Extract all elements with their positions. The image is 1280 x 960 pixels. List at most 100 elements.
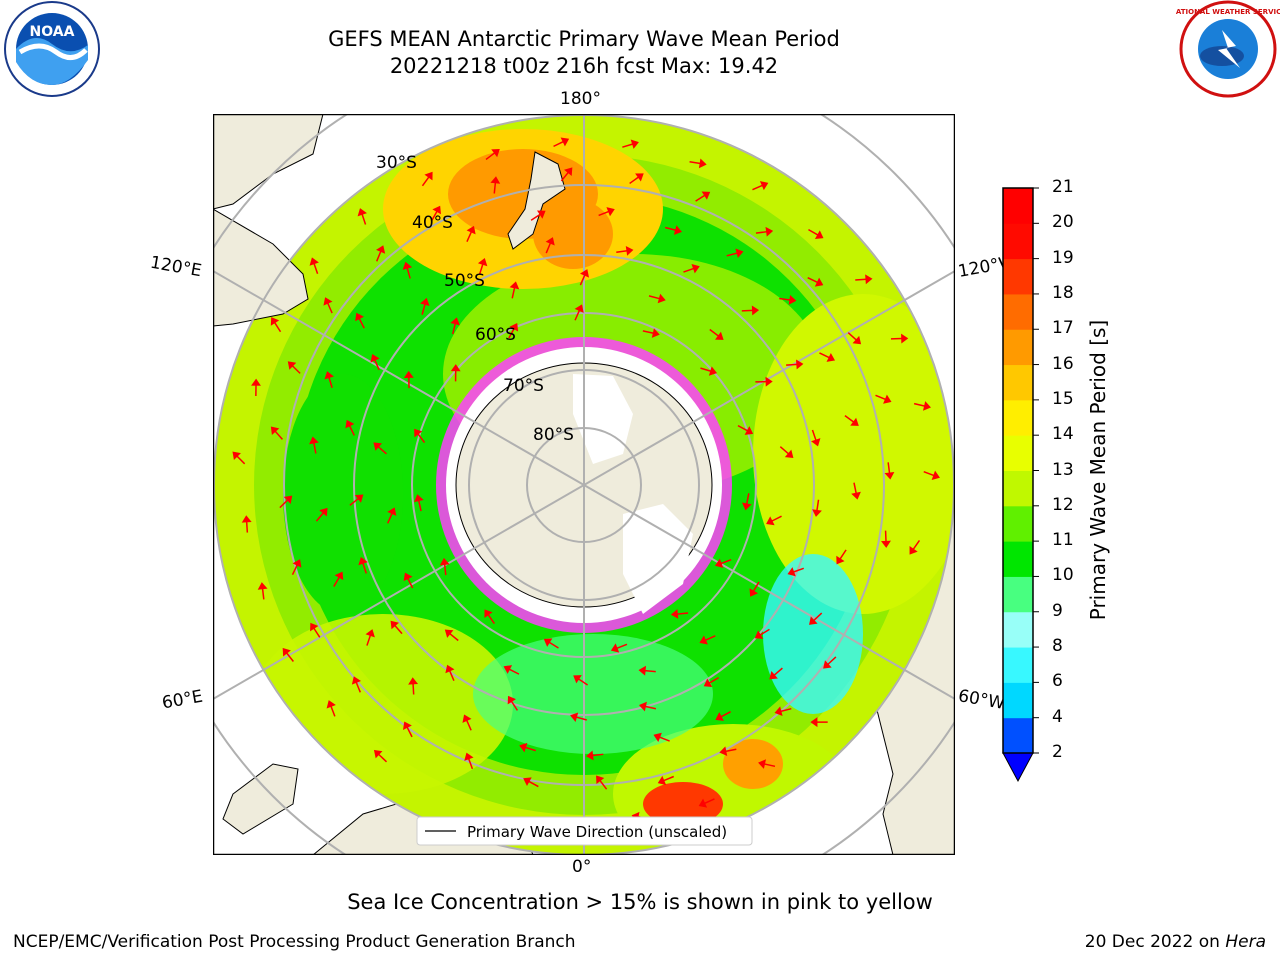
wave-direction-arrowhead [270,317,280,326]
map-subtitle: 20221218 t00z 216h fcst Max: 19.42 [389,54,779,78]
wave-direction-arrow [493,182,497,194]
wave-direction-arrow [361,213,367,225]
wave-direction-arrowhead [774,706,783,716]
wave-direction-arrow [560,171,569,182]
wave-direction-arrowhead [573,675,582,684]
land-australia [213,208,309,327]
wave-direction-arrow [745,493,750,505]
wave-direction-arrowhead [283,495,293,505]
wave-direction-arrowhead [749,588,759,597]
wave-direction-arrow [510,700,519,711]
land-new-zealand [507,151,566,250]
map-legend: Primary Wave Direction (unscaled) [416,816,753,846]
wave-direction-arrowhead [754,630,764,639]
wave-direction-arrowhead [387,507,397,516]
wave-direction-arrowhead [414,494,424,503]
wave-direction-arrow [819,352,830,359]
wave-direction-arrow [245,521,249,533]
wave-direction-arrowhead [523,777,532,787]
wave-direction-arrow [689,161,701,165]
nws-logo-text: NATIONAL WEATHER SERVICE [1176,8,1280,16]
wave-direction-arrowhead [850,417,859,426]
sea-ice-caption: Sea Ice Concentration > 15% is shown in … [347,890,933,914]
wave-direction-arrowhead [744,426,754,435]
land-madagascar [222,763,299,835]
colorbar-band [1003,647,1033,683]
wave-direction-arrowhead [390,620,399,630]
wave-direction-arrowhead [787,567,796,577]
wave-direction-arrowhead [450,317,460,326]
wave-direction-arrowhead [462,714,472,723]
colorbar-band [1003,293,1033,330]
wave-direction-arrowhead [564,167,573,177]
wave-direction-arrow [813,612,823,622]
wave-direction-arrow [313,442,317,454]
wave-direction-arrow [592,753,604,757]
colorbar-band [1003,435,1033,471]
wave-direction-arrowhead [931,470,940,480]
wave-direction-arrow [478,263,484,275]
wave-direction-arrow [545,242,552,254]
wave-direction-arrow [313,263,319,275]
wave-direction-arrowhead [606,207,615,217]
wave-direction-arrowhead [638,665,647,676]
wave-direction-arrowhead [701,191,711,200]
wave-direction-arrowhead [292,559,302,568]
wave-direction-arrow [407,577,414,589]
wave-direction-arrowhead [432,205,441,215]
wave-direction-arrowhead [543,638,553,647]
wave-direction-arrowhead [351,676,362,685]
wave-direction-arrow [374,359,380,371]
lon-label-0: 0° [572,857,592,877]
wave-direction-arrow [752,184,763,191]
wave-direction-arrowhead [765,376,773,387]
wave-direction-arrow [449,632,459,642]
wave-direction-arrow [720,558,732,565]
wave-direction-arrowhead [477,257,488,267]
wave-direction-arrowhead [408,677,419,685]
wave-direction-arrow [779,446,790,455]
wave-direction-arrowhead [545,237,555,246]
wave-direction-arrowhead [466,225,476,235]
wave-direction-arrow [375,250,382,262]
colorbar-band [1003,470,1033,507]
wave-direction-arrow [677,612,689,615]
wave-direction-arrowhead [310,622,319,632]
polar-map: 30°S 40°S 50°S 60°S 70°S 80°S Primary Wa… [213,114,955,855]
wave-direction-arrowhead [814,230,824,239]
wave-direction-arrowhead [490,176,501,184]
colorbar-band [1003,364,1033,401]
wave-direction-arrow [530,213,541,221]
wave-direction-arrowhead [403,370,414,378]
wave-direction-arrow [853,482,857,494]
wave-direction-arrowhead [319,507,328,517]
colorbar-tick-label: 15 [1052,388,1074,409]
wave-direction-arrow [700,367,712,372]
wave-direction-arrowhead [909,545,918,555]
wave-direction-arrowhead [445,664,455,674]
colorbar-tick-label: 19 [1052,247,1074,268]
wave-direction-arrow [808,228,819,236]
map-title: GEFS MEAN Antarctic Primary Wave Mean Pe… [328,27,840,51]
wave-direction-arrowhead [881,540,891,548]
wave-direction-arrow [273,322,282,333]
wave-direction-arrow [274,430,283,440]
wave-direction-arrowhead [270,426,280,436]
wave-direction-arrow [508,668,520,675]
wave-direction-arrowhead [699,635,708,645]
wave-direction-arrowhead [751,305,760,316]
wave-direction-arrowhead [586,750,594,761]
footer-date: 20 Dec 2022 on Hera [1085,932,1266,952]
wave-direction-arrowhead [354,494,364,503]
wave-direction-arrowhead [809,616,818,625]
wave-direction-arrowhead [814,277,824,287]
wave-direction-arrow [285,652,294,662]
wave-direction-arrowhead [714,558,724,568]
wave-direction-arrow [779,297,791,301]
noaa-logo: NOAA [4,1,100,97]
wave-direction-arrow [875,394,886,401]
wave-direction-arrow [511,287,516,299]
wave-direction-arrow [816,499,820,511]
wave-direction-arrow [579,274,586,286]
wave-direction-arrow [913,402,926,407]
